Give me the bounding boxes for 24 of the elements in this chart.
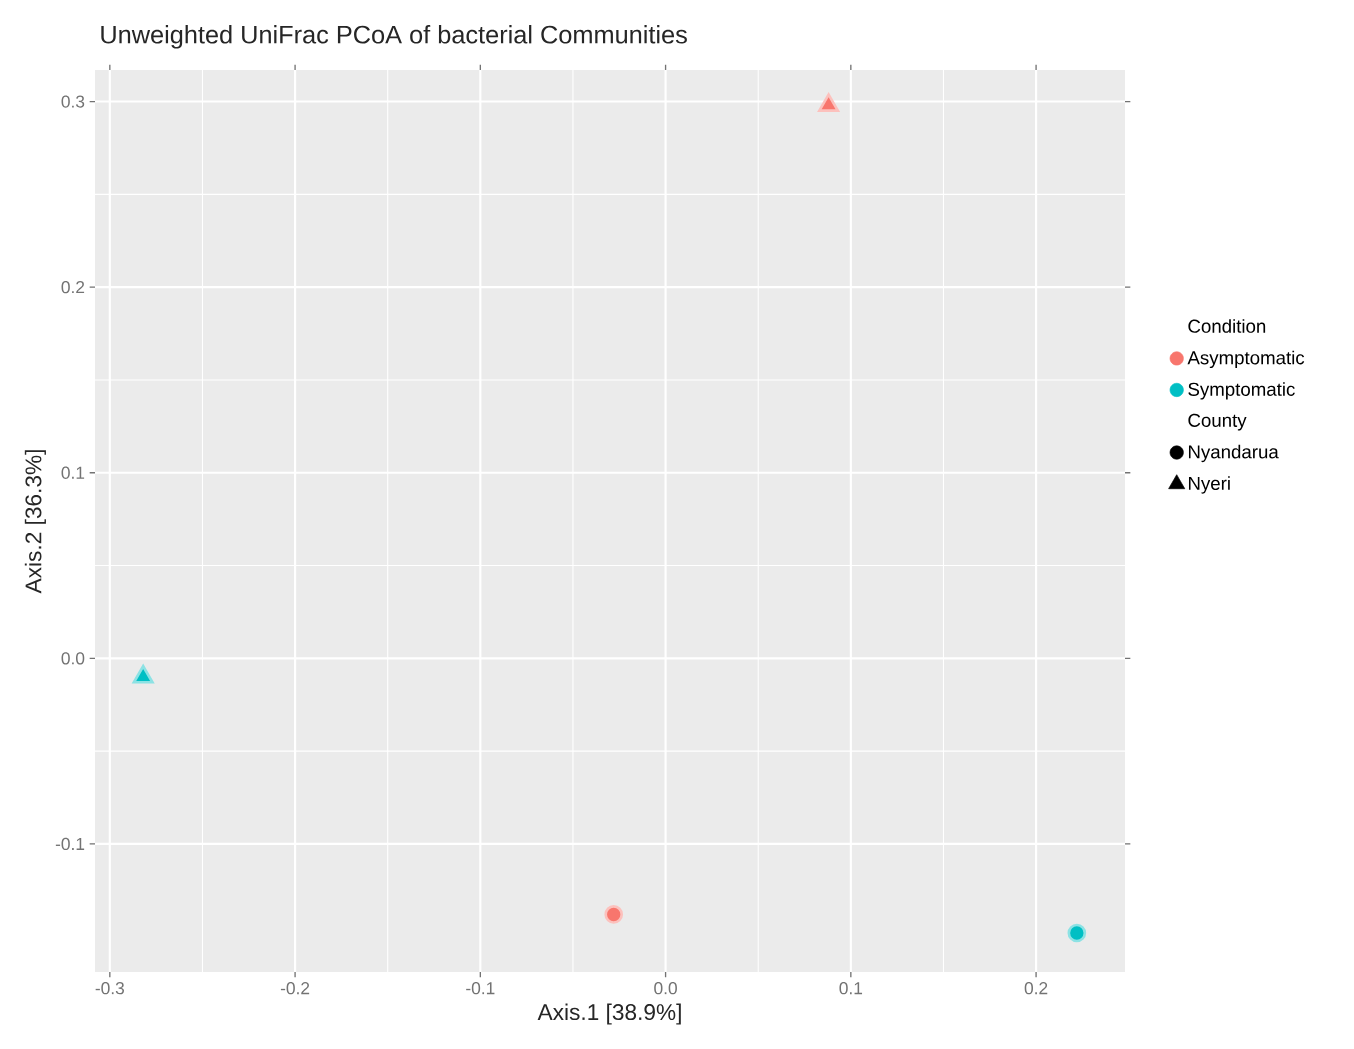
y-tick-label: -0.1 [55,837,85,851]
point [1067,923,1087,943]
legend-label: Symptomatic [1188,382,1295,400]
legend-label: Asymptomatic [1187,350,1305,369]
legend-label: Nyandarua [1188,444,1279,463]
point [132,664,154,684]
x-tick-label: -0.3 [95,982,125,995]
x-tick-label: 0.1 [839,982,863,995]
x-tick-label: 0.2 [1024,982,1048,995]
y-tick-label: 0.1 [61,466,85,479]
x-tick-label: -0.1 [466,982,495,995]
y-tick-label: 0.2 [61,281,85,294]
legend-title: Condition [1188,319,1266,333]
chart-title: Unweighted UniFrac PCoA of bacterial Communities [101,25,687,49]
point [818,93,840,112]
x-tick-label: -0.2 [280,982,310,995]
y-axis-title: Axis.2 [36.3%] [24,450,46,594]
x-axis-title: Axis.1 [38.9%] [537,1003,681,1025]
text: County [1188,413,1247,431]
y-tick-label: 0.0 [61,652,85,665]
x-tick-label: 0.0 [654,982,677,995]
legend-label: Nyeri [1188,476,1230,494]
y-tick-label: 0.3 [61,95,85,108]
point [604,905,624,924]
